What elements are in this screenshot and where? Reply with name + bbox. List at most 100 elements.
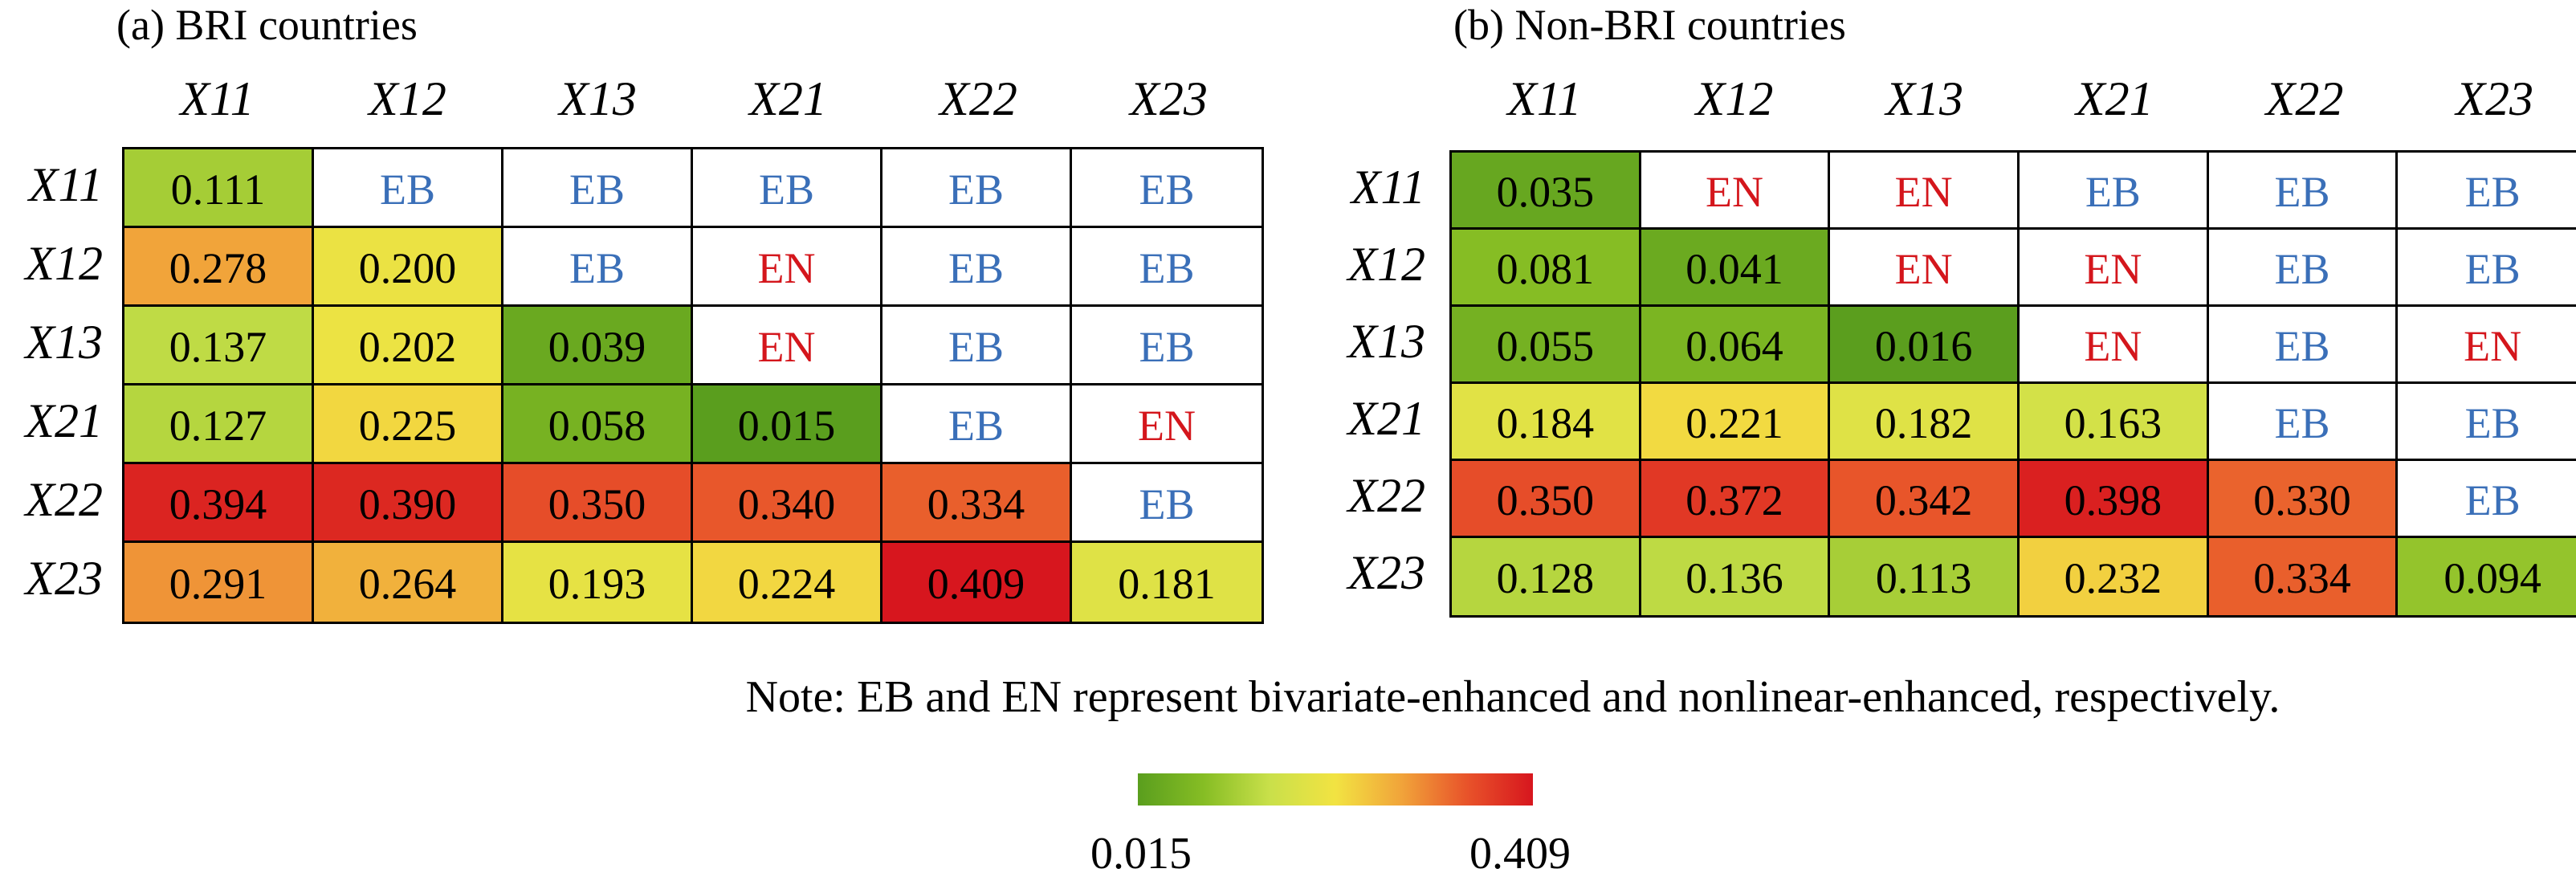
heatmap-cell-a-x11-x22: EB xyxy=(882,149,1072,228)
heatmap-grid-a: 0.111 EB EB EB EB EB 0.278 0.200 EB EN EB EB 0.137 0.… xyxy=(122,147,1264,624)
heatmap-cell-a-x21-x13: 0.058 xyxy=(503,385,693,464)
heatmap-cell-a-x22-x13: 0.350 xyxy=(503,464,693,543)
heatmap-cell-b-x11-x13: EN xyxy=(1830,153,2020,230)
heatmap-cell-a-x21-x12: 0.225 xyxy=(314,385,503,464)
heatmap-cell-a-x22-x11: 0.394 xyxy=(124,464,314,543)
heatmap-cell-b-x22-x12: 0.372 xyxy=(1641,461,1831,538)
heatmap-cell-b-x23-x22: 0.334 xyxy=(2208,538,2399,615)
row-label-b-x12: X12 xyxy=(1347,238,1425,291)
heatmap-cell-b-x21-x12: 0.221 xyxy=(1641,384,1831,461)
heatmap-cell-b-x23-x11: 0.128 xyxy=(1452,538,1641,615)
figure-note: Note: EB and EN represent bivariate-enha… xyxy=(745,672,2280,722)
heatmap-cell-a-x13-x21: EN xyxy=(693,307,882,385)
heatmap-cell-b-x21-x22: EB xyxy=(2208,384,2399,461)
column-label-b-x13: X13 xyxy=(1885,72,1963,125)
heatmap-cell-b-x11-x12: EN xyxy=(1641,153,1831,230)
row-label-a-x22: X22 xyxy=(25,473,103,526)
heatmap-cell-a-x12-x12: 0.200 xyxy=(314,228,503,307)
heatmap-cell-a-x23-x23: 0.181 xyxy=(1072,543,1262,622)
heatmap-cell-a-x12-x23: EB xyxy=(1072,228,1262,307)
column-label-b-x11: X11 xyxy=(1507,72,1582,125)
heatmap-cell-a-x12-x22: EB xyxy=(882,228,1072,307)
heatmap-cell-b-x22-x11: 0.350 xyxy=(1452,461,1641,538)
heatmap-cell-a-x11-x13: EB xyxy=(503,149,693,228)
heatmap-cell-b-x11-x22: EB xyxy=(2208,153,2399,230)
heatmap-cell-a-x23-x11: 0.291 xyxy=(124,543,314,622)
heatmap-cell-b-x23-x13: 0.113 xyxy=(1830,538,2020,615)
column-label-b-x22: X22 xyxy=(2265,72,2344,125)
heatmap-cell-a-x23-x13: 0.193 xyxy=(503,543,693,622)
heatmap-cell-b-x12-x23: EB xyxy=(2398,230,2576,307)
heatmap-cell-a-x13-x13: 0.039 xyxy=(503,307,693,385)
heatmap-cell-a-x23-x22: 0.409 xyxy=(882,543,1072,622)
row-label-b-x21: X21 xyxy=(1347,392,1425,445)
heatmap-cell-b-x22-x21: 0.398 xyxy=(2020,461,2209,538)
heatmap-cell-a-x13-x23: EB xyxy=(1072,307,1262,385)
heatmap-cell-b-x21-x13: 0.182 xyxy=(1830,384,2020,461)
heatmap-cell-b-x11-x11: 0.035 xyxy=(1452,153,1641,230)
panel-title-b: (b) Non-BRI countries xyxy=(1453,1,1846,49)
column-label-a-x21: X21 xyxy=(749,72,827,125)
heatmap-cell-a-x12-x21: EN xyxy=(693,228,882,307)
heatmap-cell-b-x22-x13: 0.342 xyxy=(1830,461,2020,538)
row-label-a-x12: X12 xyxy=(25,237,103,290)
heatmap-cell-b-x13-x11: 0.055 xyxy=(1452,307,1641,384)
row-label-b-x23: X23 xyxy=(1347,546,1425,599)
heatmap-cell-b-x13-x12: 0.064 xyxy=(1641,307,1831,384)
heatmap-cell-a-x12-x13: EB xyxy=(503,228,693,307)
heatmap-cell-b-x21-x23: EB xyxy=(2398,384,2576,461)
heatmap-cell-a-x22-x12: 0.390 xyxy=(314,464,503,543)
column-label-a-x22: X22 xyxy=(940,72,1017,125)
heatmap-cell-a-x22-x21: 0.340 xyxy=(693,464,882,543)
heatmap-cell-a-x13-x11: 0.137 xyxy=(124,307,314,385)
heatmap-cell-b-x23-x23: 0.094 xyxy=(2398,538,2576,615)
heatmap-cell-b-x12-x12: 0.041 xyxy=(1641,230,1831,307)
heatmap-grid-b: 0.035 EN EN EB EB EB 0.081 0.041 EN EN EB EB 0.055 0.… xyxy=(1449,150,2576,618)
heatmap-cell-a-x21-x23: EN xyxy=(1072,385,1262,464)
heatmap-cell-a-x22-x23: EB xyxy=(1072,464,1262,543)
heatmap-cell-a-x13-x12: 0.202 xyxy=(314,307,503,385)
heatmap-cell-b-x12-x22: EB xyxy=(2208,230,2399,307)
row-label-b-x11: X11 xyxy=(1351,161,1425,214)
heatmap-cell-b-x23-x12: 0.136 xyxy=(1641,538,1831,615)
heatmap-cell-a-x11-x23: EB xyxy=(1072,149,1262,228)
heatmap-cell-b-x13-x21: EN xyxy=(2020,307,2209,384)
heatmap-cell-a-x21-x22: EB xyxy=(882,385,1072,464)
colorbar xyxy=(1138,773,1533,806)
heatmap-cell-a-x23-x12: 0.264 xyxy=(314,543,503,622)
column-label-a-x12: X12 xyxy=(369,72,446,125)
column-label-a-x11: X11 xyxy=(180,72,255,125)
heatmap-cell-a-x11-x12: EB xyxy=(314,149,503,228)
panel-title-a: (a) BRI countries xyxy=(116,1,418,49)
heatmap-cell-a-x11-x11: 0.111 xyxy=(124,149,314,228)
heatmap-cell-b-x12-x11: 0.081 xyxy=(1452,230,1641,307)
row-label-a-x23: X23 xyxy=(25,552,103,605)
column-label-b-x23: X23 xyxy=(2456,72,2533,125)
heatmap-cell-a-x23-x21: 0.224 xyxy=(693,543,882,622)
colorbar-min-label: 0.015 xyxy=(1090,829,1192,879)
heatmap-cell-b-x22-x22: 0.330 xyxy=(2208,461,2399,538)
heatmap-cell-b-x21-x11: 0.184 xyxy=(1452,384,1641,461)
heatmap-cell-b-x13-x23: EN xyxy=(2398,307,2576,384)
row-label-a-x21: X21 xyxy=(25,394,103,447)
heatmap-cell-b-x13-x22: EB xyxy=(2208,307,2399,384)
row-label-b-x13: X13 xyxy=(1347,315,1425,368)
column-label-a-x13: X13 xyxy=(559,72,637,125)
heatmap-cell-a-x21-x11: 0.127 xyxy=(124,385,314,464)
heatmap-cell-b-x13-x13: 0.016 xyxy=(1830,307,2020,384)
column-label-b-x12: X12 xyxy=(1695,72,1774,125)
row-label-a-x11: X11 xyxy=(28,158,103,211)
heatmap-cell-b-x12-x21: EN xyxy=(2020,230,2209,307)
column-label-b-x21: X21 xyxy=(2076,72,2154,125)
heatmap-cell-b-x23-x21: 0.232 xyxy=(2020,538,2209,615)
heatmap-cell-b-x21-x21: 0.163 xyxy=(2020,384,2209,461)
heatmap-cell-a-x22-x22: 0.334 xyxy=(882,464,1072,543)
heatmap-cell-b-x11-x23: EB xyxy=(2398,153,2576,230)
heatmap-cell-b-x11-x21: EB xyxy=(2020,153,2209,230)
heatmap-cell-b-x12-x13: EN xyxy=(1830,230,2020,307)
column-label-a-x23: X23 xyxy=(1130,72,1208,125)
row-label-a-x13: X13 xyxy=(25,316,103,369)
heatmap-cell-a-x12-x11: 0.278 xyxy=(124,228,314,307)
colorbar-max-label: 0.409 xyxy=(1469,829,1571,879)
row-label-b-x22: X22 xyxy=(1347,469,1425,522)
